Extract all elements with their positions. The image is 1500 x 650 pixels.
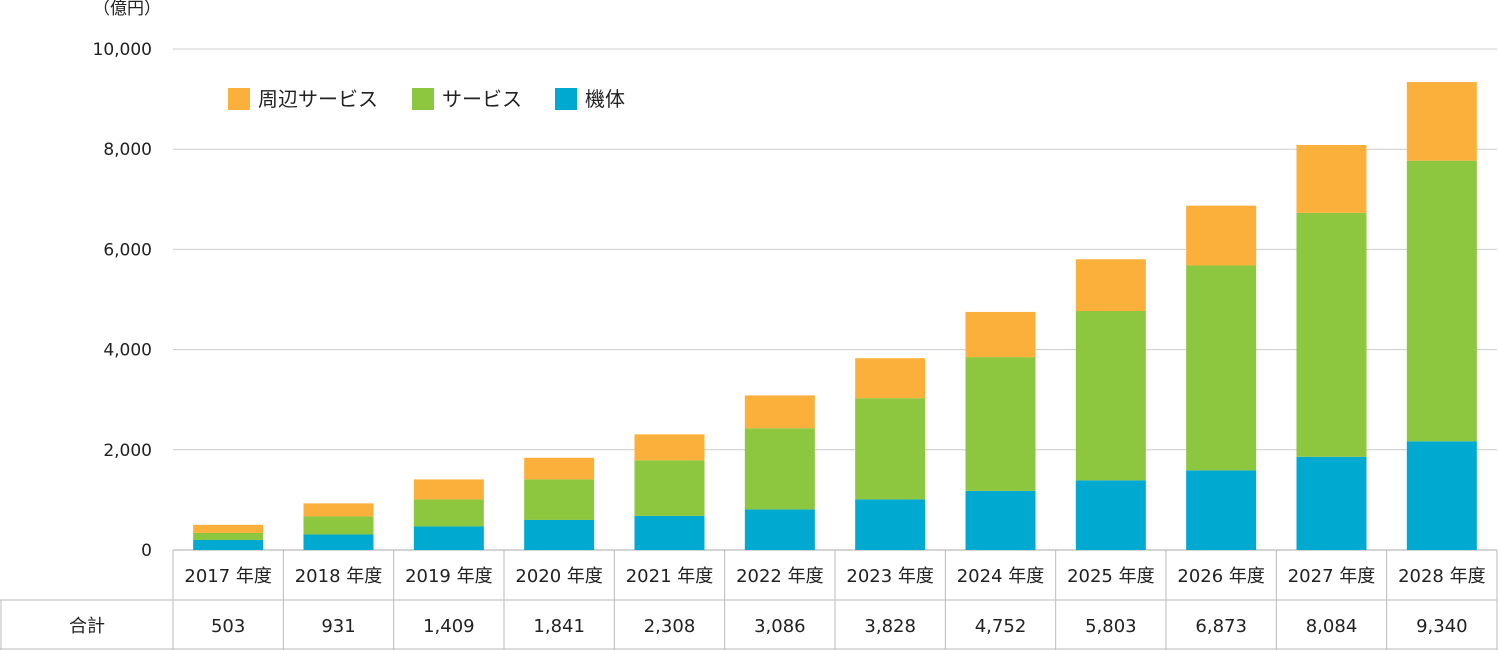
- y-axis-ticks: 0 2,000 4,000 6,000 8,000 10,000: [93, 40, 152, 561]
- x-category-label: 2022 年度: [736, 566, 824, 587]
- bar-segment: [744, 428, 815, 510]
- total-value: 931: [321, 616, 355, 637]
- bar-segment: [413, 499, 484, 527]
- table-row-label: 合計: [69, 616, 105, 637]
- bar-segment: [303, 534, 374, 550]
- bar-segment: [634, 515, 705, 550]
- bar-segment: [965, 490, 1036, 550]
- total-value: 3,828: [864, 616, 916, 637]
- bar-segment: [1406, 82, 1477, 161]
- bar-segment: [413, 479, 484, 500]
- bar-segment: [634, 460, 705, 516]
- bar-segment: [524, 519, 595, 550]
- bar-segment: [1186, 205, 1257, 266]
- total-value: 503: [211, 616, 245, 637]
- x-category-label: 2019 年度: [405, 566, 493, 587]
- total-value: 1,409: [423, 616, 475, 637]
- y-tick-label: 8,000: [103, 140, 152, 160]
- legend-label: 周辺サービス: [258, 87, 378, 111]
- x-category-label: 2023 年度: [846, 566, 934, 587]
- bar-segment: [855, 499, 926, 550]
- bar-segment: [1075, 480, 1146, 550]
- bar-segment: [1406, 441, 1477, 550]
- legend-swatch: [412, 88, 434, 110]
- x-category-label: 2020 年度: [515, 566, 603, 587]
- bars: [193, 82, 1477, 550]
- bar-segment: [193, 524, 264, 533]
- total-value: 8,084: [1306, 616, 1358, 637]
- y-tick-label: 6,000: [103, 240, 152, 260]
- y-tick-label: 10,000: [93, 40, 152, 60]
- total-value: 1,841: [533, 616, 585, 637]
- x-category-label: 2018 年度: [295, 566, 383, 587]
- bar-segment: [524, 457, 595, 480]
- bar-segment: [193, 532, 264, 540]
- bar-segment: [1296, 144, 1367, 213]
- bar-segment: [965, 311, 1036, 358]
- x-category-label: 2026 年度: [1177, 566, 1265, 587]
- bar-segment: [855, 398, 926, 500]
- total-value: 4,752: [975, 616, 1027, 637]
- x-category-label: 2017 年度: [184, 566, 272, 587]
- legend-swatch: [555, 88, 577, 110]
- bar-segment: [1406, 160, 1477, 442]
- bar-segment: [413, 526, 484, 550]
- bar-segment: [1075, 259, 1146, 312]
- bar-segment: [1186, 470, 1257, 550]
- data-table: 2017 年度 503 2018 年度 931 2019 年度 1,409 2020 年度 1…: [0, 550, 1498, 650]
- total-value: 6,873: [1195, 616, 1247, 637]
- x-category-label: 2025 年度: [1067, 566, 1155, 587]
- total-value: 5,803: [1085, 616, 1137, 637]
- legend-label: 機体: [585, 87, 625, 111]
- bar-segment: [744, 509, 815, 550]
- x-category-label: 2027 年度: [1288, 566, 1376, 587]
- bar-segment: [634, 434, 705, 461]
- bar-segment: [965, 357, 1036, 491]
- bar-segment: [855, 358, 926, 399]
- bar-segment: [303, 503, 374, 517]
- bar-segment: [193, 539, 264, 550]
- bar-segment: [1186, 265, 1257, 471]
- bar-segment: [1075, 311, 1146, 481]
- y-tick-label: 2,000: [103, 441, 152, 461]
- bar-segment: [744, 395, 815, 429]
- bar-segment: [1296, 212, 1367, 457]
- x-category-label: 2024 年度: [957, 566, 1045, 587]
- legend-swatch: [228, 88, 250, 110]
- y-tick-label: 0: [141, 541, 152, 561]
- y-axis-unit-label: （億円）: [93, 0, 161, 19]
- total-value: 9,340: [1416, 616, 1468, 637]
- x-category-label: 2028 年度: [1398, 566, 1486, 587]
- y-tick-label: 4,000: [103, 341, 152, 361]
- legend-label: サービス: [442, 87, 522, 111]
- bar-segment: [1296, 456, 1367, 550]
- total-value: 3,086: [754, 616, 806, 637]
- x-category-label: 2021 年度: [626, 566, 714, 587]
- legend: 周辺サービス サービス 機体: [228, 87, 625, 111]
- total-value: 2,308: [644, 616, 696, 637]
- bar-segment: [524, 479, 595, 520]
- bar-segment: [303, 516, 374, 535]
